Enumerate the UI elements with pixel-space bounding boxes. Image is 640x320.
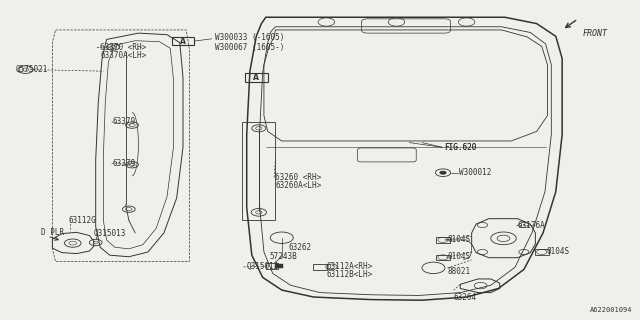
Text: 63112A<RH>: 63112A<RH> (326, 262, 372, 271)
Text: 63370 <RH>: 63370 <RH> (100, 43, 147, 52)
Text: W300033 (-1605): W300033 (-1605) (215, 33, 284, 42)
Text: 88021: 88021 (447, 267, 470, 276)
Text: Q315013: Q315013 (94, 228, 126, 237)
Text: A: A (253, 73, 259, 82)
Text: D PLR: D PLR (41, 228, 64, 237)
Text: FIG.620: FIG.620 (444, 143, 477, 152)
Text: 63112G: 63112G (68, 216, 96, 225)
Text: A622001094: A622001094 (589, 307, 632, 313)
Text: FRONT: FRONT (582, 28, 607, 38)
Text: 0104S: 0104S (447, 252, 470, 261)
Text: 57243B: 57243B (269, 252, 297, 261)
Text: 0104S: 0104S (447, 236, 470, 244)
Text: 63176A: 63176A (518, 220, 545, 229)
Text: 63262: 63262 (288, 243, 311, 252)
Text: FIG.620: FIG.620 (444, 143, 477, 152)
Text: A: A (180, 36, 186, 45)
Circle shape (440, 171, 446, 174)
Text: W300067 (1605-): W300067 (1605-) (215, 43, 284, 52)
FancyBboxPatch shape (275, 264, 283, 268)
Text: Q575021: Q575021 (15, 65, 48, 74)
Text: 63112B<LH>: 63112B<LH> (326, 270, 372, 279)
Text: 63260 <RH>: 63260 <RH> (275, 173, 322, 182)
Text: W300012: W300012 (459, 168, 492, 177)
Text: 63370A<LH>: 63370A<LH> (100, 51, 147, 60)
Text: 63379: 63379 (113, 159, 136, 168)
Text: 63264: 63264 (454, 292, 477, 301)
Text: 63260A<LH>: 63260A<LH> (275, 181, 322, 190)
Text: Q315013: Q315013 (246, 262, 279, 271)
Text: 0104S: 0104S (546, 247, 570, 257)
Text: 63379: 63379 (113, 117, 136, 126)
